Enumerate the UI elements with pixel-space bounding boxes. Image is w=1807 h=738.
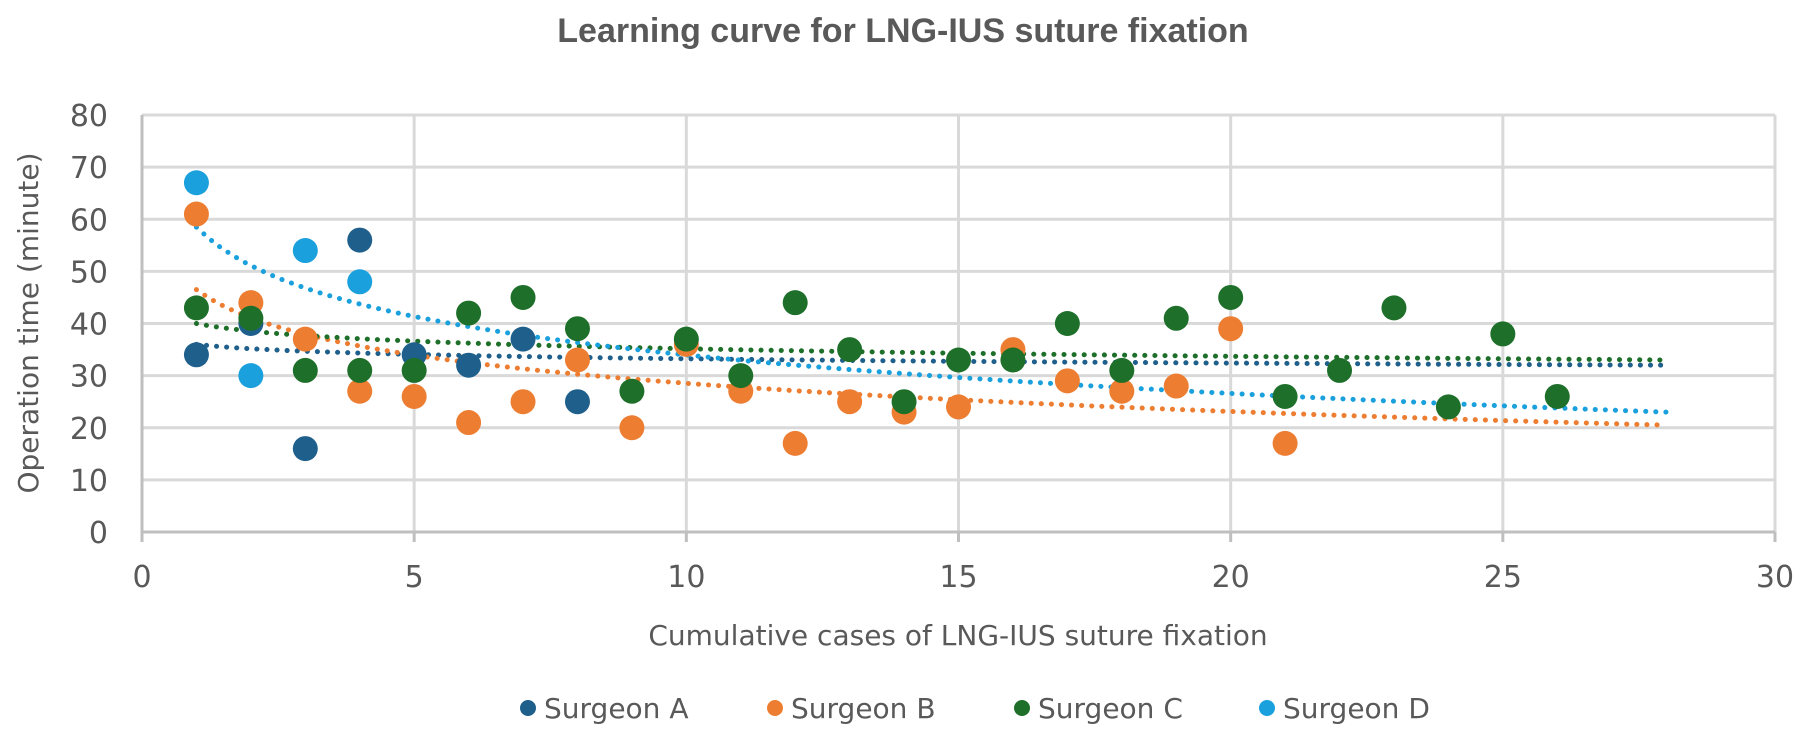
data-point[interactable] xyxy=(564,347,590,373)
data-point[interactable] xyxy=(1054,368,1080,394)
legend-label: Surgeon D xyxy=(1283,692,1430,725)
trendline-surgeon-b xyxy=(193,287,1669,428)
x-tick-label: 10 xyxy=(667,560,705,595)
y-tick-label: 40 xyxy=(70,308,108,343)
y-tick-label: 10 xyxy=(70,464,108,499)
data-point[interactable] xyxy=(1327,357,1353,383)
legend-marker xyxy=(1014,700,1030,716)
data-point[interactable] xyxy=(619,415,645,441)
data-point[interactable] xyxy=(347,378,373,404)
legend-marker xyxy=(767,700,783,716)
data-point[interactable] xyxy=(510,284,536,310)
trendline-surgeon-a xyxy=(193,341,1669,368)
data-point[interactable] xyxy=(782,290,808,316)
data-point[interactable] xyxy=(347,227,373,253)
data-point[interactable] xyxy=(183,201,209,227)
data-point[interactable] xyxy=(510,326,536,352)
data-point[interactable] xyxy=(401,383,427,409)
data-point[interactable] xyxy=(456,300,482,326)
data-point[interactable] xyxy=(347,357,373,383)
data-point[interactable] xyxy=(183,342,209,368)
data-point[interactable] xyxy=(837,337,863,363)
data-point[interactable] xyxy=(456,410,482,436)
y-tick-label: 80 xyxy=(70,99,108,134)
data-point[interactable] xyxy=(728,363,754,389)
gridlines xyxy=(140,113,1777,542)
x-tick-label: 30 xyxy=(1756,560,1794,595)
x-tick-label: 15 xyxy=(939,560,977,595)
data-point[interactable] xyxy=(1272,430,1298,456)
data-point[interactable] xyxy=(1163,305,1189,331)
x-axis-title: Cumulative cases of LNG-IUS suture fixat… xyxy=(648,619,1267,652)
data-point[interactable] xyxy=(456,352,482,378)
data-point[interactable] xyxy=(1218,316,1244,342)
data-point[interactable] xyxy=(1000,347,1026,373)
legend-item[interactable]: Surgeon D xyxy=(1259,692,1430,725)
y-tick-label: 60 xyxy=(70,203,108,238)
y-tick-label: 0 xyxy=(89,516,108,551)
data-point[interactable] xyxy=(292,326,318,352)
x-tick-label: 20 xyxy=(1212,560,1250,595)
data-point[interactable] xyxy=(673,326,699,352)
trendline-surgeon-c xyxy=(193,321,1669,363)
y-tick-label: 20 xyxy=(70,412,108,447)
data-points xyxy=(183,170,1570,462)
chart-title: Learning curve for LNG-IUS suture fixati… xyxy=(557,12,1248,50)
trendline-surgeon-d xyxy=(193,224,1669,415)
data-point[interactable] xyxy=(1163,373,1189,399)
data-point[interactable] xyxy=(946,394,971,420)
y-tick-label: 30 xyxy=(70,360,108,395)
legend-label: Surgeon C xyxy=(1038,692,1183,725)
data-point[interactable] xyxy=(183,295,209,321)
data-point[interactable] xyxy=(1544,383,1570,409)
legend-label: Surgeon A xyxy=(544,692,688,725)
legend-item[interactable]: Surgeon B xyxy=(767,692,936,725)
data-point[interactable] xyxy=(564,316,590,342)
data-point[interactable] xyxy=(946,347,971,373)
data-point[interactable] xyxy=(619,378,645,404)
series-surgeon-d xyxy=(183,170,373,389)
x-tick-label: 25 xyxy=(1484,560,1522,595)
x-tick-label: 0 xyxy=(132,560,151,595)
data-point[interactable] xyxy=(292,238,318,264)
data-point[interactable] xyxy=(837,389,863,415)
y-tick-label: 50 xyxy=(70,255,108,290)
data-point[interactable] xyxy=(1109,378,1135,404)
data-point[interactable] xyxy=(564,389,590,415)
data-point[interactable] xyxy=(238,305,264,331)
legend-marker xyxy=(1259,700,1275,716)
x-tick-labels: 0 5 10 15 20 25 30 xyxy=(132,560,1794,595)
data-point[interactable] xyxy=(1490,321,1516,347)
data-point[interactable] xyxy=(1054,311,1080,336)
data-point[interactable] xyxy=(183,170,209,196)
data-point[interactable] xyxy=(238,363,264,389)
data-point[interactable] xyxy=(292,436,318,462)
data-point[interactable] xyxy=(1272,383,1298,409)
series-surgeon-c xyxy=(183,284,1570,420)
data-point[interactable] xyxy=(891,389,917,415)
legend-label: Surgeon B xyxy=(791,692,936,725)
data-point[interactable] xyxy=(1381,295,1407,321)
data-point[interactable] xyxy=(292,357,318,383)
legend-item[interactable]: Surgeon C xyxy=(1014,692,1183,725)
y-tick-labels: 0 10 20 30 40 50 60 70 80 xyxy=(70,99,108,551)
legend-item[interactable]: Surgeon A xyxy=(520,692,688,725)
trendlines xyxy=(193,224,1669,428)
data-point[interactable] xyxy=(510,389,536,415)
data-point[interactable] xyxy=(1218,284,1244,310)
legend: Surgeon A Surgeon B Surgeon C Surgeon D xyxy=(520,692,1430,725)
data-point[interactable] xyxy=(347,269,373,295)
data-point[interactable] xyxy=(1435,394,1461,420)
y-axis-title: Operation time (minute) xyxy=(12,152,45,493)
y-tick-label: 70 xyxy=(70,151,108,186)
x-tick-label: 5 xyxy=(405,560,424,595)
data-point[interactable] xyxy=(1109,357,1135,383)
data-point[interactable] xyxy=(782,430,808,456)
data-point[interactable] xyxy=(401,357,427,383)
legend-marker xyxy=(520,700,536,716)
